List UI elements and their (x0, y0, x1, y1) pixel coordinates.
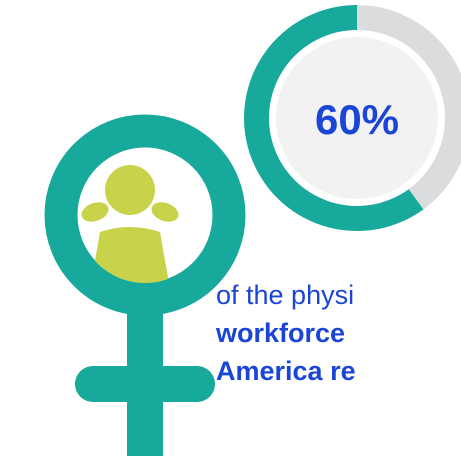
female-symbol (44, 114, 246, 456)
donut-slice (243, 5, 424, 231)
donut-center (276, 37, 438, 199)
donut-label: 60% (315, 96, 399, 143)
symbol-crossbar (75, 366, 215, 402)
caption-line: America re (216, 356, 356, 386)
caption-line: of the physi (216, 280, 354, 310)
caption-line: workforce (215, 318, 345, 348)
donut-slice (357, 5, 461, 210)
